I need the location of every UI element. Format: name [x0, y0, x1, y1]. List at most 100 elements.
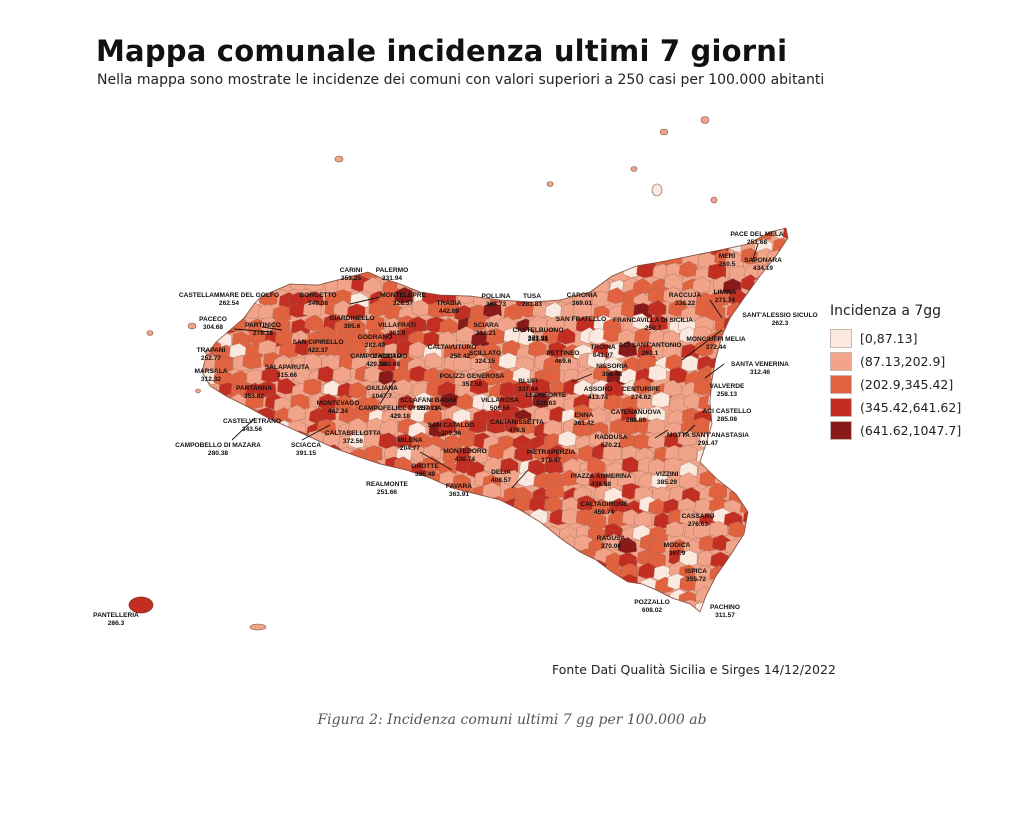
municipality-patch	[739, 473, 758, 490]
municipality-patch	[541, 525, 561, 543]
municipality-patch	[218, 590, 237, 608]
municipality-value: 438.58	[591, 481, 612, 488]
municipality-patch	[576, 211, 594, 227]
municipality-patch	[517, 210, 535, 226]
municipality-patch	[758, 406, 777, 423]
municipality-patch	[532, 600, 551, 612]
municipality-patch	[454, 588, 473, 605]
municipality-patch	[346, 303, 366, 320]
municipality-patch	[444, 599, 463, 612]
municipality-value: 357.58	[462, 381, 483, 388]
municipality-patch	[744, 524, 763, 541]
municipality-name: SAN FRATELLO	[556, 316, 606, 323]
municipality-patch	[318, 590, 337, 607]
municipality-patch	[737, 483, 757, 501]
municipality-patch	[261, 461, 281, 478]
legend-label: (87.13,202.9]	[860, 353, 946, 369]
municipality-name: BORGETTO	[299, 292, 336, 299]
municipality-patch	[202, 409, 204, 427]
municipality-patch	[588, 407, 607, 424]
municipality-patch	[602, 444, 622, 461]
municipality-name: ISPICA	[685, 568, 707, 575]
municipality-value: 309.36	[441, 430, 462, 437]
municipality-patch	[203, 228, 223, 244]
municipality-patch	[397, 547, 417, 564]
municipality-value: 369.01	[572, 300, 593, 307]
municipality-patch	[183, 277, 201, 293]
municipality-patch	[307, 588, 326, 605]
municipality-patch	[547, 228, 566, 229]
municipality-patch	[243, 604, 262, 612]
municipality-patch	[454, 602, 473, 612]
municipality-patch	[264, 551, 284, 569]
municipality-patch	[242, 499, 261, 516]
municipality-patch	[351, 563, 371, 580]
municipality-value: 358.48	[602, 371, 623, 378]
municipality-patch	[302, 301, 322, 318]
municipality-patch	[741, 588, 760, 605]
municipality-patch	[382, 228, 402, 229]
municipality-patch	[384, 512, 404, 529]
municipality-value: 258.13	[717, 391, 738, 398]
municipality-name: CAMPOBELLO DI MAZARA	[175, 442, 261, 449]
municipality-patch	[789, 331, 807, 347]
municipality-patch	[512, 247, 532, 265]
municipality-patch	[766, 537, 786, 554]
municipality-patch	[249, 561, 268, 579]
municipality-value: 253.25	[341, 275, 362, 282]
municipality-patch	[557, 327, 576, 345]
municipality-name: PANTELLERIA	[93, 612, 139, 619]
municipality-patch	[572, 274, 592, 291]
pantelleria-island	[128, 596, 154, 614]
municipality-value: 263.1	[642, 350, 659, 357]
municipality-value: 331.94	[382, 275, 403, 282]
municipality-name: MONTEVAGO	[317, 400, 360, 407]
municipality-patch	[579, 603, 598, 612]
municipality-patch	[379, 238, 399, 256]
municipality-patch	[662, 249, 683, 266]
municipality-name: RACCUJA	[669, 292, 701, 299]
municipality-patch	[603, 599, 622, 612]
municipality-patch	[304, 235, 323, 252]
municipality-patch	[737, 343, 756, 360]
municipality-patch	[379, 577, 398, 595]
municipality-patch	[407, 238, 426, 255]
municipality-patch	[696, 447, 716, 465]
municipality-patch	[529, 253, 549, 270]
municipality-patch	[336, 552, 355, 569]
municipality-patch	[288, 560, 307, 577]
municipality-patch	[578, 573, 597, 591]
municipality-value: 328.57	[393, 300, 414, 307]
municipality-patch	[783, 404, 788, 421]
municipality-patch	[486, 417, 505, 434]
municipality-patch	[394, 601, 414, 612]
municipality-patch	[443, 587, 463, 604]
municipality-patch	[562, 590, 581, 607]
municipality-patch	[512, 366, 531, 383]
municipality-patch	[202, 470, 205, 487]
municipality-patch	[577, 564, 597, 581]
municipality-patch	[707, 228, 727, 239]
municipality-value: 282.49	[365, 342, 386, 349]
municipality-patch	[232, 484, 251, 501]
municipality-patch	[202, 419, 206, 437]
municipality-patch	[229, 548, 248, 566]
municipality-patch	[648, 364, 667, 382]
municipality-patch	[213, 455, 232, 473]
municipality-patch	[305, 261, 325, 278]
municipality-patch	[350, 513, 370, 530]
municipality-patch	[183, 601, 201, 617]
municipality-patch	[291, 228, 311, 241]
data-source-note: Fonte Dati Qualità Sicilia e Sirges 14/1…	[552, 662, 836, 677]
legend-item: (87.13,202.9]	[830, 350, 1010, 372]
municipality-name: RADDUSA	[595, 434, 628, 441]
